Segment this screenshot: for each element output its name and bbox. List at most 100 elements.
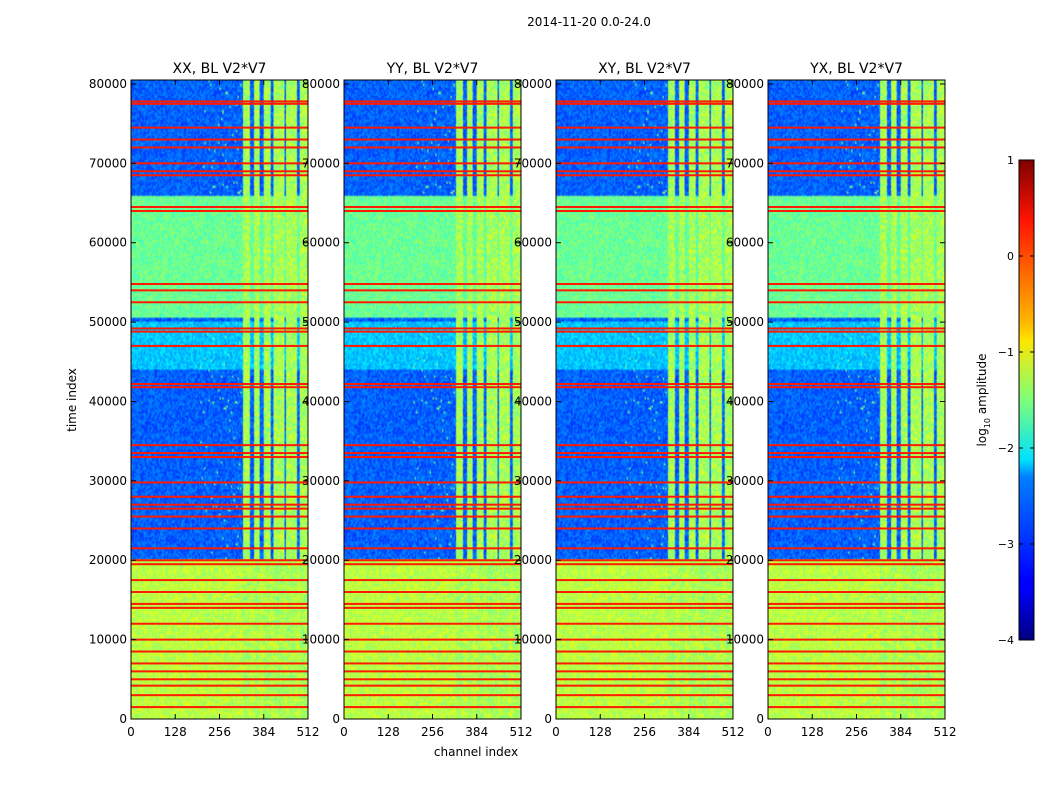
- flagged-row: [344, 527, 521, 530]
- x-tick-label: 128: [377, 725, 400, 739]
- flagged-row: [768, 452, 945, 455]
- x-tick-label: 0: [764, 725, 772, 739]
- flagged-row: [344, 456, 521, 459]
- colorbar-tick-label: −1: [998, 346, 1014, 359]
- y-tick-label: 70000: [89, 156, 127, 170]
- flagged-row: [768, 590, 945, 593]
- y-tick-label: 0: [332, 712, 340, 726]
- flagged-row: [768, 209, 945, 212]
- flagged-row: [131, 102, 308, 105]
- flagged-row: [344, 662, 521, 665]
- flagged-row: [768, 126, 945, 129]
- flagged-row: [556, 383, 733, 386]
- y-tick-label: 60000: [89, 236, 127, 250]
- flagged-row: [344, 283, 521, 286]
- flagged-row: [768, 444, 945, 447]
- flagged-row: [131, 684, 308, 687]
- y-tick-label: 0: [544, 712, 552, 726]
- y-tick-label: 70000: [302, 156, 340, 170]
- flagged-row: [556, 162, 733, 165]
- x-tick-label: 256: [421, 725, 444, 739]
- flagged-row: [768, 670, 945, 673]
- flagged-row: [344, 327, 521, 330]
- y-tick-label: 80000: [302, 77, 340, 91]
- flagged-row: [768, 481, 945, 484]
- panel-title: YY, BL V2*V7: [386, 61, 479, 77]
- flagged-row: [556, 138, 733, 141]
- flagged-row: [556, 694, 733, 697]
- flagged-row: [344, 694, 521, 697]
- flagged-row: [131, 146, 308, 149]
- flagged-row: [131, 162, 308, 165]
- flagged-row: [344, 559, 521, 562]
- y-tick-label: 50000: [514, 315, 552, 329]
- flagged-row: [344, 706, 521, 709]
- flagged-row: [556, 386, 733, 389]
- flagged-row: [344, 622, 521, 625]
- flagged-row: [768, 495, 945, 498]
- flagged-row: [556, 563, 733, 566]
- flagged-row: [131, 602, 308, 605]
- flagged-row: [344, 344, 521, 347]
- flagged-row: [344, 515, 521, 518]
- panel-3: XY, BL V2*V7 0 128 256 384 512 0 10000 20000 3000…: [514, 61, 745, 739]
- x-tick-label: 512: [934, 725, 957, 739]
- y-tick-label: 60000: [514, 236, 552, 250]
- suptitle: 2014-11-20 0.0-24.0: [527, 15, 651, 29]
- flagged-row: [768, 507, 945, 510]
- heatmap-image: [768, 80, 945, 719]
- flagged-row: [131, 327, 308, 330]
- panel-2: YY, BL V2*V7 0 128 256 384 512 0 10000 20000 3000…: [302, 61, 533, 739]
- flagged-row: [131, 527, 308, 530]
- flagged-row: [131, 283, 308, 286]
- flagged-row: [131, 559, 308, 562]
- colorbar: 1 0 −1 −2 −3 −4 log10 amplitude: [975, 154, 1035, 647]
- flagged-row: [556, 444, 733, 447]
- flagged-row: [556, 327, 733, 330]
- flagged-row: [131, 174, 308, 177]
- flagged-row: [131, 289, 308, 292]
- flagged-row: [131, 383, 308, 386]
- y-tick-label: 80000: [514, 77, 552, 91]
- colorbar-ticks: 1 0 −1 −2 −3 −4: [998, 154, 1034, 647]
- flagged-row: [556, 503, 733, 506]
- flagged-row: [131, 209, 308, 212]
- flagged-row: [344, 209, 521, 212]
- flagged-row: [556, 146, 733, 149]
- x-tick-label: 384: [465, 725, 488, 739]
- flagged-row: [556, 559, 733, 562]
- flagged-row: [768, 330, 945, 333]
- flagged-row: [131, 126, 308, 129]
- flagged-row: [344, 138, 521, 141]
- colorbar-label: log10 amplitude: [975, 354, 992, 447]
- flagged-row: [556, 670, 733, 673]
- flagged-row: [131, 444, 308, 447]
- colorbar-tick-label: −2: [998, 442, 1014, 455]
- y-tick-label: 60000: [302, 236, 340, 250]
- y-tick-label: 40000: [302, 394, 340, 408]
- colorbar-tick-label: 1: [1007, 154, 1014, 167]
- flagged-row: [556, 650, 733, 653]
- flagged-row: [556, 301, 733, 304]
- flagged-row: [344, 670, 521, 673]
- panels-layer: XX, BL V2*V7 0 128 256 384 512 0 10000 20000 3000…: [89, 61, 957, 739]
- flagged-row: [768, 547, 945, 550]
- flagged-row: [768, 638, 945, 641]
- flagged-row: [344, 602, 521, 605]
- flagged-row: [556, 527, 733, 530]
- flagged-row: [768, 162, 945, 165]
- panel-1: XX, BL V2*V7 0 128 256 384 512 0 10000 20000 3000…: [89, 61, 320, 739]
- y-tick-label: 40000: [514, 394, 552, 408]
- flagged-row: [768, 694, 945, 697]
- flagged-row: [556, 590, 733, 593]
- x-tick-label: 0: [340, 725, 348, 739]
- flagged-row: [344, 330, 521, 333]
- flagged-row: [768, 100, 945, 103]
- x-axis-label: channel index: [434, 745, 518, 759]
- flagged-row: [556, 507, 733, 510]
- y-tick-label: 30000: [89, 474, 127, 488]
- y-tick-label: 40000: [726, 394, 764, 408]
- flagged-row: [556, 606, 733, 609]
- flagged-row: [344, 590, 521, 593]
- flagged-row: [131, 563, 308, 566]
